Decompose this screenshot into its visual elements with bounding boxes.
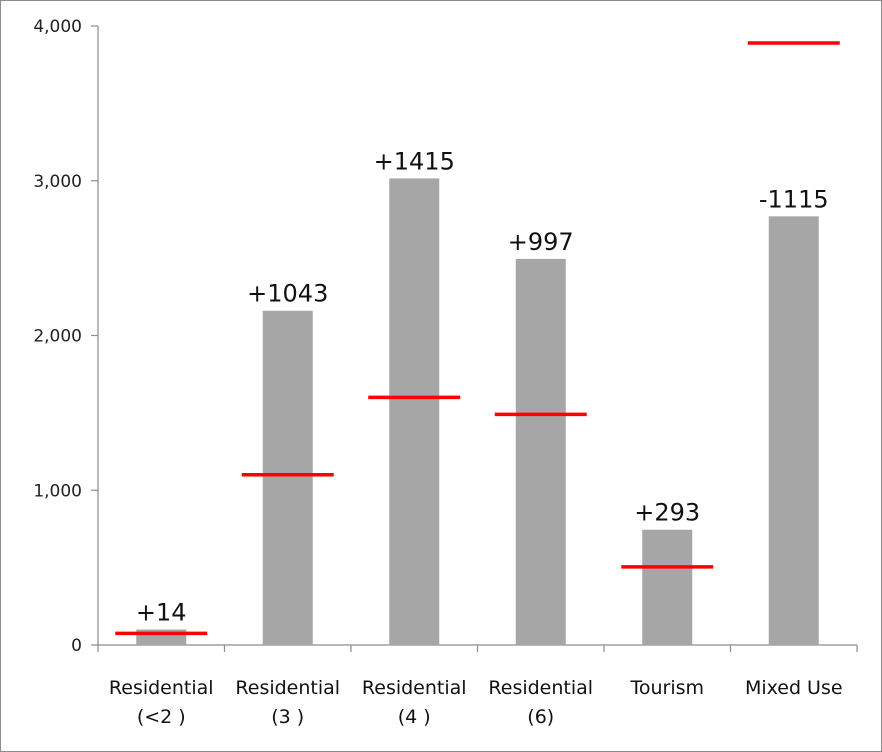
data-label: +14 [136,599,187,627]
data-label: +997 [508,228,574,256]
bar [768,216,819,645]
y-tick-label: 0 [71,636,82,656]
y-tick-label: 2,000 [33,327,82,347]
bar [389,178,440,645]
x-category-label: Residential (<2 ) [109,677,214,728]
y-tick-label: 1,000 [33,481,82,501]
bar [515,258,566,645]
y-tick-label: 4,000 [33,17,82,37]
x-category-label: Tourism [629,677,704,699]
x-category-label: Residential (6) [488,677,593,728]
y-tick-label: 3,000 [33,172,82,192]
x-category-label: Residential (4 ) [362,677,467,728]
bar [642,529,693,645]
bar [262,310,313,645]
data-label: +1043 [247,280,328,308]
x-category-label: Residential (3 ) [235,677,340,728]
data-label: +293 [634,499,700,527]
data-label: -1115 [759,185,829,213]
data-label: +1415 [374,147,455,175]
x-category-label: Mixed Use [745,677,843,699]
